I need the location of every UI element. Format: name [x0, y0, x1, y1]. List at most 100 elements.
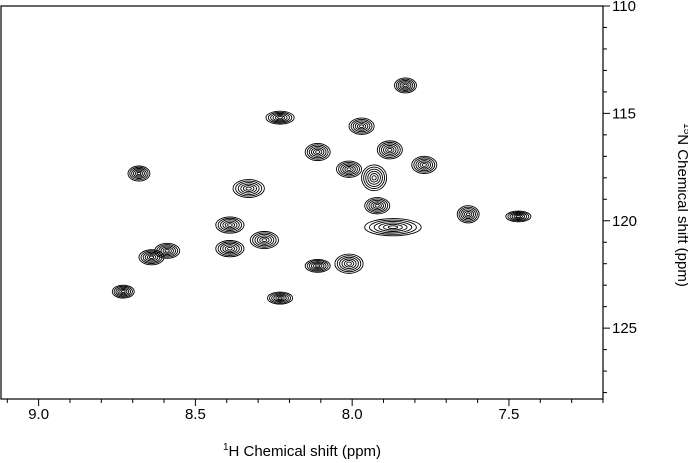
contour-level — [376, 140, 403, 160]
contour-level — [334, 253, 364, 274]
contour-level — [315, 150, 321, 154]
contour-level — [373, 221, 413, 234]
contour-level — [313, 263, 323, 269]
contour-level — [507, 211, 530, 222]
contour-level — [372, 202, 382, 209]
contour-level — [415, 158, 434, 172]
contour-level — [304, 142, 331, 162]
contour-level — [267, 111, 293, 124]
contour-level — [378, 222, 408, 232]
contour-level — [240, 183, 257, 194]
contour-level — [304, 258, 331, 273]
contour-level — [131, 168, 147, 179]
contour-level — [399, 81, 412, 90]
contour-level — [354, 121, 369, 131]
contour-level — [310, 147, 325, 157]
contour-level — [368, 199, 387, 212]
contour-level — [156, 244, 179, 258]
y-axis-title: 15N Chemical shift (ppm) — [674, 123, 688, 287]
contour-level — [366, 198, 389, 213]
contour-level — [127, 165, 151, 182]
contour-level — [344, 166, 354, 173]
contour-level — [254, 233, 275, 247]
contour-level — [134, 170, 144, 177]
contour-level — [164, 249, 170, 253]
contour-level — [306, 144, 329, 160]
contour-level — [403, 83, 408, 88]
x-tick-label: 8.5 — [185, 406, 206, 423]
contour-level — [232, 179, 265, 199]
x-axis-ticks: 9.0 8.5 8.0 7.5 — [6, 399, 604, 423]
contour-level — [350, 119, 373, 134]
contour-level — [511, 213, 526, 220]
contour-level — [411, 155, 438, 174]
y-axis-title-superscript: 15 — [681, 123, 688, 135]
peak-17 — [215, 240, 245, 258]
contour-level — [419, 161, 429, 169]
contour-level — [368, 219, 417, 235]
peak-10 — [361, 164, 388, 192]
contour-level — [144, 253, 159, 262]
contour-level — [272, 114, 288, 122]
contour-level — [308, 145, 327, 159]
contour-level — [421, 163, 427, 167]
peak-7 — [411, 155, 438, 174]
contour-level — [509, 212, 528, 221]
contour-level — [364, 197, 391, 215]
contour-level — [343, 260, 355, 268]
contour-level — [338, 161, 360, 177]
contour-level — [235, 180, 263, 197]
contour-level — [136, 171, 142, 176]
contour-level — [148, 255, 155, 259]
contour-level — [310, 262, 325, 270]
contour-level — [370, 201, 384, 211]
x-axis-title: 1H Chemical shift (ppm) — [223, 442, 381, 460]
contour-level — [160, 246, 174, 256]
contour-level — [462, 209, 475, 220]
x-axis-title-text: H Chemical shift (ppm) — [229, 443, 382, 460]
contour-level — [227, 246, 233, 251]
x-tick-label: 7.5 — [499, 406, 520, 423]
contour-level — [273, 294, 287, 302]
contour-level — [348, 117, 375, 135]
contour-level — [222, 244, 238, 254]
contour-level — [513, 214, 523, 219]
contour-level — [277, 296, 283, 300]
contour-level — [413, 157, 436, 173]
y-tick-label: 120 — [612, 213, 637, 230]
peak-1 — [394, 77, 417, 94]
contour-level — [306, 260, 329, 272]
contour-level — [465, 212, 471, 217]
contour-level — [313, 148, 323, 156]
contour-level — [387, 147, 393, 152]
contour-level — [395, 78, 416, 93]
contour-level — [336, 160, 363, 178]
contour-level — [356, 123, 367, 130]
peak-16 — [249, 231, 279, 250]
contour-level — [505, 210, 532, 223]
contour-level — [115, 286, 132, 297]
contour-level — [222, 220, 238, 230]
contour-level — [269, 292, 291, 304]
contour-level — [245, 186, 252, 191]
contour-level — [119, 289, 128, 295]
contour-level — [162, 247, 172, 254]
contour-level — [336, 255, 362, 273]
contour-level — [383, 144, 397, 155]
contour-level — [397, 79, 414, 91]
contour-level — [227, 223, 233, 227]
contour-level — [133, 169, 145, 178]
contour-level — [274, 115, 286, 121]
contour-level — [138, 249, 165, 266]
peak-contours — [111, 77, 532, 305]
contour-level — [111, 284, 135, 299]
contour-level — [417, 160, 432, 170]
contour-level — [378, 141, 401, 158]
contour-level — [458, 206, 478, 222]
contour-level — [217, 241, 243, 256]
peak-8 — [127, 165, 151, 182]
contour-level — [220, 242, 240, 255]
contour-level — [460, 208, 476, 221]
contour-level — [339, 256, 359, 271]
